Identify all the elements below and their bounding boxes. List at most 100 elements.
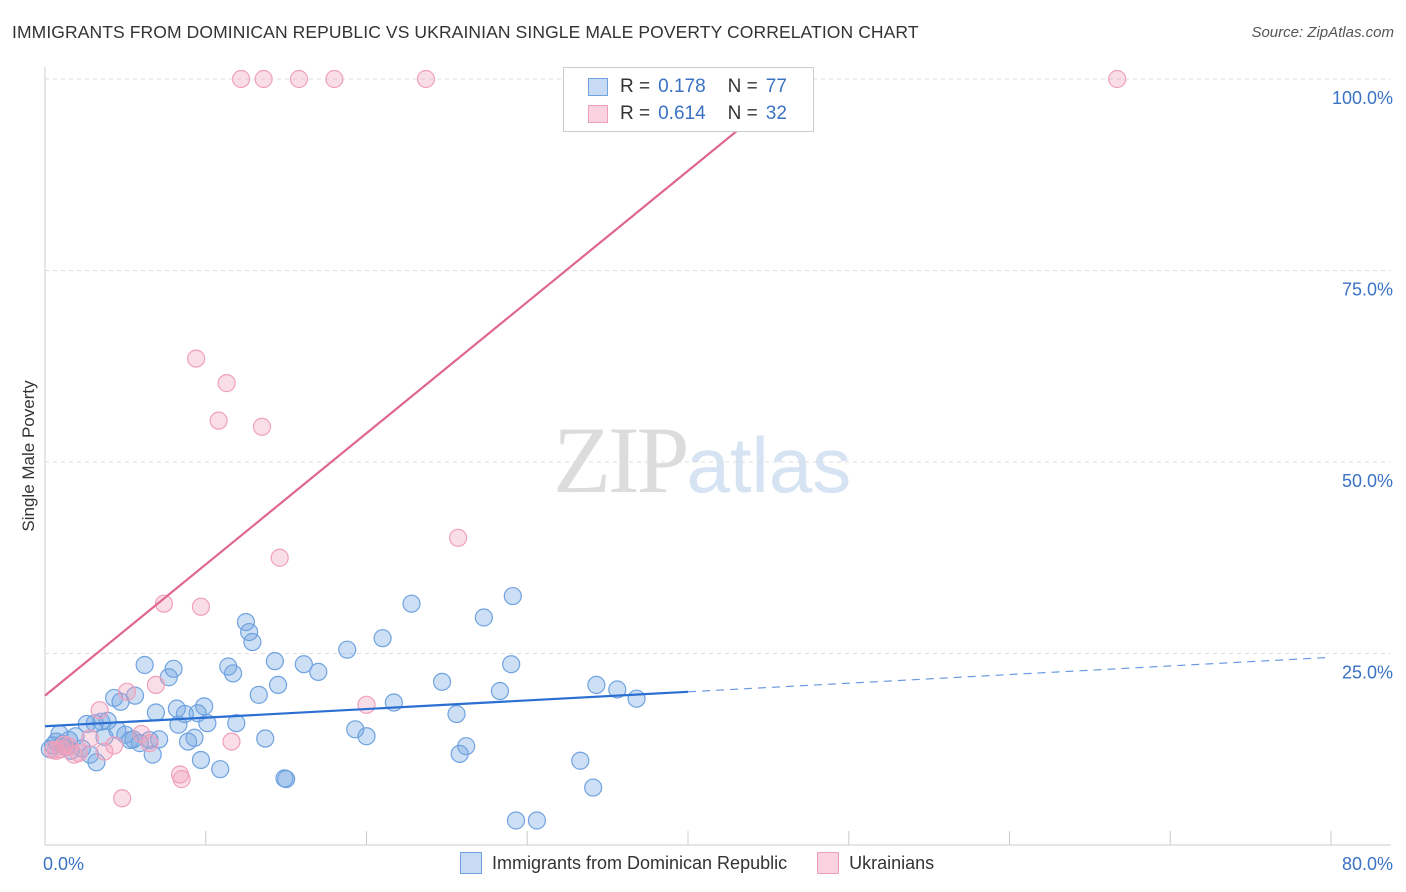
dominican-point (164, 659, 183, 678)
x-tick-label: 80.0% (1342, 854, 1393, 874)
dominican-point (240, 622, 259, 642)
ukrainian-point (105, 736, 124, 755)
y-tick-label: 50.0% (1342, 471, 1393, 491)
source-label: Source: ZipAtlas.com (1251, 24, 1394, 41)
dominican-point (143, 745, 162, 764)
dominican-point (608, 680, 627, 699)
dominican-point (627, 689, 646, 708)
dominican-point (571, 751, 590, 770)
dominican-point (191, 750, 211, 770)
series-legend: Immigrants from Dominican Republic Ukrai… (460, 852, 964, 874)
dominican-point (357, 727, 376, 746)
x-tick-label: 0.0% (43, 854, 84, 874)
dominican-point (502, 655, 521, 674)
dominican-point (275, 769, 294, 788)
ukrainian-point (357, 695, 376, 714)
r-value: 0.614 (658, 103, 706, 124)
dominican-point (506, 811, 526, 830)
dominican-point (432, 672, 452, 691)
dominican-point (294, 655, 313, 674)
ukrainian-point (69, 743, 88, 763)
r-value: 0.178 (658, 76, 706, 97)
ukrainian-point (254, 69, 273, 89)
dominican-point (490, 681, 510, 701)
n-label: N = (727, 103, 758, 124)
legend-row-ukrainian: R = 0.614 N = 32 (588, 102, 787, 126)
ukrainian-trend-line (44, 78, 802, 697)
ukrainian-point (1108, 69, 1127, 89)
legend-label: Ukrainians (849, 852, 935, 873)
ukrainian-point (95, 742, 114, 761)
ukrainian-point (222, 732, 241, 751)
ukrainian-point (154, 594, 174, 613)
legend-item-ukrainians[interactable]: Ukrainians (817, 852, 934, 874)
ukrainian-point (209, 411, 228, 430)
ukrainian-point (252, 417, 272, 436)
ukrainian-point (113, 789, 132, 808)
ukrainian-point (146, 675, 166, 695)
dominican-point (402, 594, 421, 613)
y-tick-label: 100.0% (1332, 88, 1393, 108)
dominican-point (277, 770, 296, 789)
ukrainian-point (270, 548, 289, 567)
dominican-point (587, 675, 606, 695)
dominican-point (150, 730, 169, 749)
n-value: 77 (765, 76, 787, 97)
dominican-point (474, 608, 493, 627)
legend-row-dominican: R = 0.178 N = 77 (588, 75, 787, 99)
watermark-zip: ZIP (553, 407, 689, 513)
ukrainian-point (232, 69, 251, 89)
dominican-point (236, 612, 256, 632)
legend-swatch-blue (588, 78, 608, 96)
dominican-point (185, 728, 204, 747)
legend-label: Immigrants from Dominican Republic (492, 852, 788, 873)
ukrainian-point (187, 349, 206, 368)
dominican-point (265, 652, 284, 671)
ukrainian-point (140, 734, 159, 753)
dominican-trend-line (44, 690, 689, 728)
dominican-point (243, 632, 262, 652)
legend-item-dominican[interactable]: Immigrants from Dominican Republic (460, 852, 787, 874)
dominican-point (457, 737, 476, 756)
n-label: N = (727, 76, 758, 97)
r-label: R = (620, 103, 651, 124)
ukrainian-point (449, 528, 468, 547)
dominican-point (447, 704, 466, 724)
dominican-point (527, 811, 546, 830)
legend-swatch-pink (817, 852, 840, 874)
legend-swatch-pink (588, 105, 608, 123)
dominican-point (198, 714, 217, 733)
dominican-point (268, 675, 288, 695)
dominican-point (92, 712, 111, 731)
dominican-trend-extension (687, 656, 1332, 693)
ukrainian-point (80, 729, 100, 748)
correlation-legend: R = 0.178 N = 77 R = 0.614 N = 32 (563, 67, 814, 132)
y-tick-label: 75.0% (1342, 280, 1393, 300)
ukrainian-point (172, 770, 191, 789)
ukrainian-point (289, 69, 309, 89)
dominican-point (135, 655, 154, 675)
chart-title: IMMIGRANTS FROM DOMINICAN REPUBLIC VS UK… (12, 22, 919, 42)
y-tick-label: 25.0% (1342, 663, 1393, 683)
dominican-point (211, 760, 230, 779)
dominican-point (338, 640, 357, 659)
dominican-point (256, 729, 275, 748)
n-value: 32 (765, 103, 787, 124)
ukrainian-point (60, 737, 79, 756)
watermark: ZIPatlas (553, 405, 851, 515)
dominican-point (169, 715, 188, 734)
ukrainian-point (325, 69, 344, 89)
y-axis-label: Single Male Poverty (19, 380, 38, 532)
legend-swatch-blue (460, 852, 482, 874)
dominican-point (223, 664, 243, 683)
dominican-point (309, 662, 328, 681)
dominican-point (146, 703, 166, 722)
r-label: R = (620, 76, 651, 97)
watermark-atlas: atlas (686, 421, 852, 509)
dominican-point (503, 586, 522, 606)
ukrainian-point (416, 69, 436, 89)
ukrainian-point (90, 701, 109, 720)
dominican-point (249, 685, 268, 704)
ukrainian-point (217, 374, 236, 393)
